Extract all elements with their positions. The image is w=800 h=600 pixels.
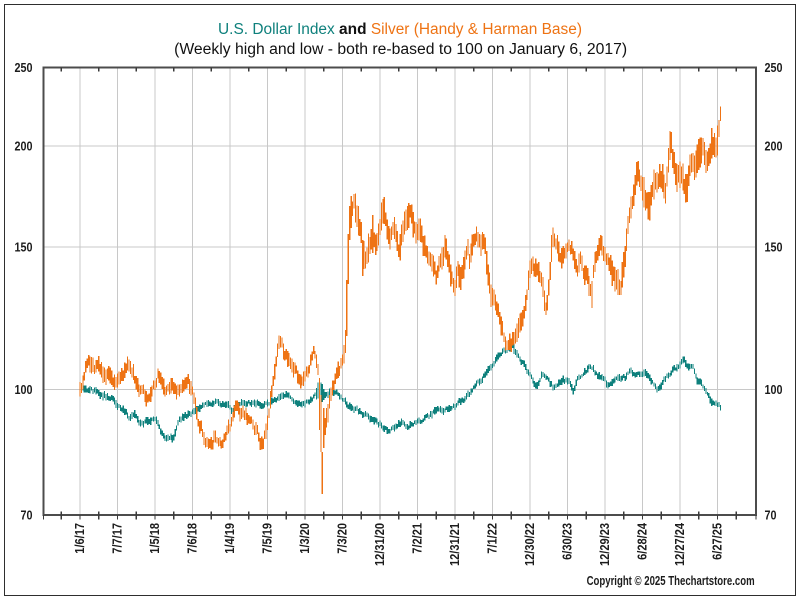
svg-text:(Weekly high and low - both re: (Weekly high and low - both re-based to …	[174, 41, 627, 58]
svg-text:250: 250	[765, 60, 783, 75]
svg-text:200: 200	[15, 139, 33, 154]
svg-text:6/28/24: 6/28/24	[635, 522, 650, 560]
svg-text:12/31/20: 12/31/20	[372, 523, 387, 566]
svg-text:100: 100	[15, 382, 33, 397]
svg-text:1/5/18: 1/5/18	[147, 523, 162, 554]
svg-text:1/4/19: 1/4/19	[222, 523, 237, 554]
svg-text:7/6/18: 7/6/18	[185, 523, 200, 554]
svg-text:150: 150	[765, 240, 783, 255]
svg-text:12/27/24: 12/27/24	[672, 522, 687, 566]
svg-text:12/30/22: 12/30/22	[522, 523, 537, 566]
svg-text:7/2/21: 7/2/21	[410, 523, 425, 554]
svg-text:1/3/20: 1/3/20	[297, 523, 312, 554]
svg-text:7/3/20: 7/3/20	[335, 523, 350, 554]
svg-text:12/29/23: 12/29/23	[597, 523, 612, 566]
svg-text:200: 200	[765, 139, 783, 154]
svg-text:1/6/17: 1/6/17	[72, 523, 87, 554]
svg-text:6/30/23: 6/30/23	[560, 523, 575, 560]
svg-text:12/31/21: 12/31/21	[447, 523, 462, 566]
svg-text:U.S. Dollar Index and Silver (: U.S. Dollar Index and Silver (Handy & Ha…	[218, 21, 582, 38]
svg-text:250: 250	[15, 60, 33, 75]
svg-text:7/1/22: 7/1/22	[485, 523, 500, 554]
svg-text:150: 150	[15, 240, 33, 255]
svg-text:7/5/19: 7/5/19	[260, 523, 275, 554]
svg-text:100: 100	[765, 382, 783, 397]
svg-text:70: 70	[21, 508, 33, 523]
svg-text:6/27/25: 6/27/25	[710, 523, 725, 560]
svg-text:70: 70	[765, 508, 777, 523]
svg-text:Copyright © 2025 Thechartstore: Copyright © 2025 Thechartstore.com	[587, 573, 755, 588]
svg-text:7/7/17: 7/7/17	[110, 523, 125, 554]
